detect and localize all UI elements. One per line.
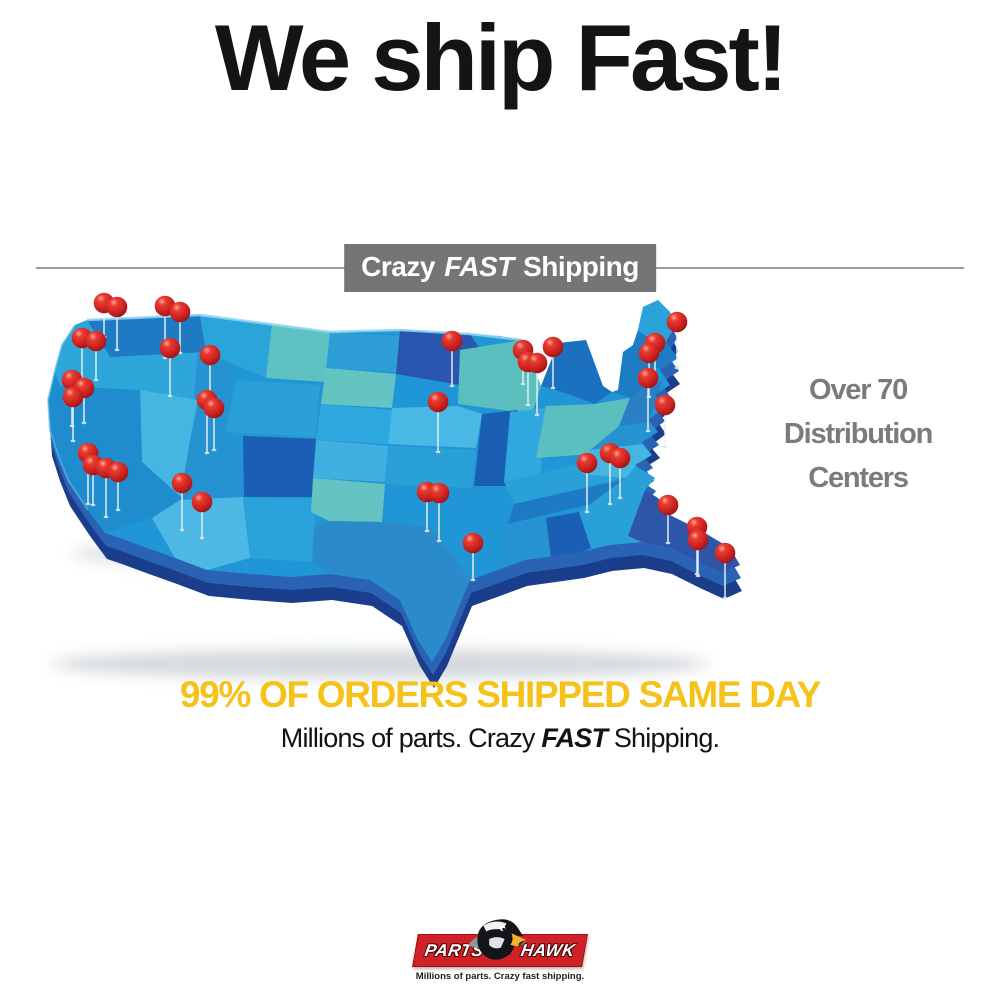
note-line-1: Over 70 <box>808 374 908 406</box>
map-pin <box>526 352 548 374</box>
map-pin <box>687 529 709 551</box>
partshawk-logo: PARTS HAWK Millions of parts. Crazy fast… <box>385 918 615 996</box>
map-pin <box>637 367 659 389</box>
map-pin <box>428 482 450 504</box>
map-pin <box>106 296 128 318</box>
badge-text-post: Shipping <box>515 251 639 282</box>
map-pin <box>657 494 679 516</box>
map-pin <box>85 330 107 352</box>
tagline-text: Millions of parts. Crazy FAST Shipping. <box>0 723 1000 754</box>
shipping-badge: Crazy FAST Shipping <box>344 244 656 292</box>
tagline-post: Shipping. <box>607 723 720 753</box>
map-pin <box>638 342 660 364</box>
map-pin <box>171 472 193 494</box>
tagline-pre: Millions of parts. Crazy <box>280 723 542 753</box>
map-pin <box>666 311 688 333</box>
badge-text-pre: Crazy <box>361 251 443 282</box>
map-pin <box>427 391 449 413</box>
map-pin <box>199 344 221 366</box>
logo-text-hawk: HAWK <box>519 940 577 960</box>
distribution-note: Over 70 Distribution Centers <box>752 368 964 500</box>
map-pin <box>609 447 631 469</box>
distribution-map <box>46 292 742 688</box>
tagline-fast: FAST <box>541 723 608 753</box>
map-pin <box>203 397 225 419</box>
map-pins-layer <box>61 292 736 600</box>
note-line-2: Distribution <box>783 418 934 450</box>
map-pin <box>576 452 598 474</box>
map-pin <box>462 532 484 554</box>
map-pin <box>191 491 213 513</box>
map-pin <box>542 336 564 358</box>
badge-text-fast: FAST <box>444 251 514 282</box>
note-line-3: Centers <box>808 462 909 494</box>
map-pin <box>159 337 181 359</box>
map-pin <box>714 542 736 564</box>
map-pin <box>441 330 463 352</box>
map-pin <box>62 386 84 408</box>
map-surface <box>48 300 740 662</box>
map-pin <box>654 394 676 416</box>
logo-tagline: Millions of parts. Crazy fast shipping. <box>415 971 585 982</box>
map-pin <box>107 461 129 483</box>
map-pin <box>169 301 191 323</box>
hawk-icon <box>467 919 526 960</box>
same-day-banner: 99% OF ORDERS SHIPPED SAME DAY <box>179 674 822 715</box>
page-title: We ship Fast! <box>214 5 788 110</box>
